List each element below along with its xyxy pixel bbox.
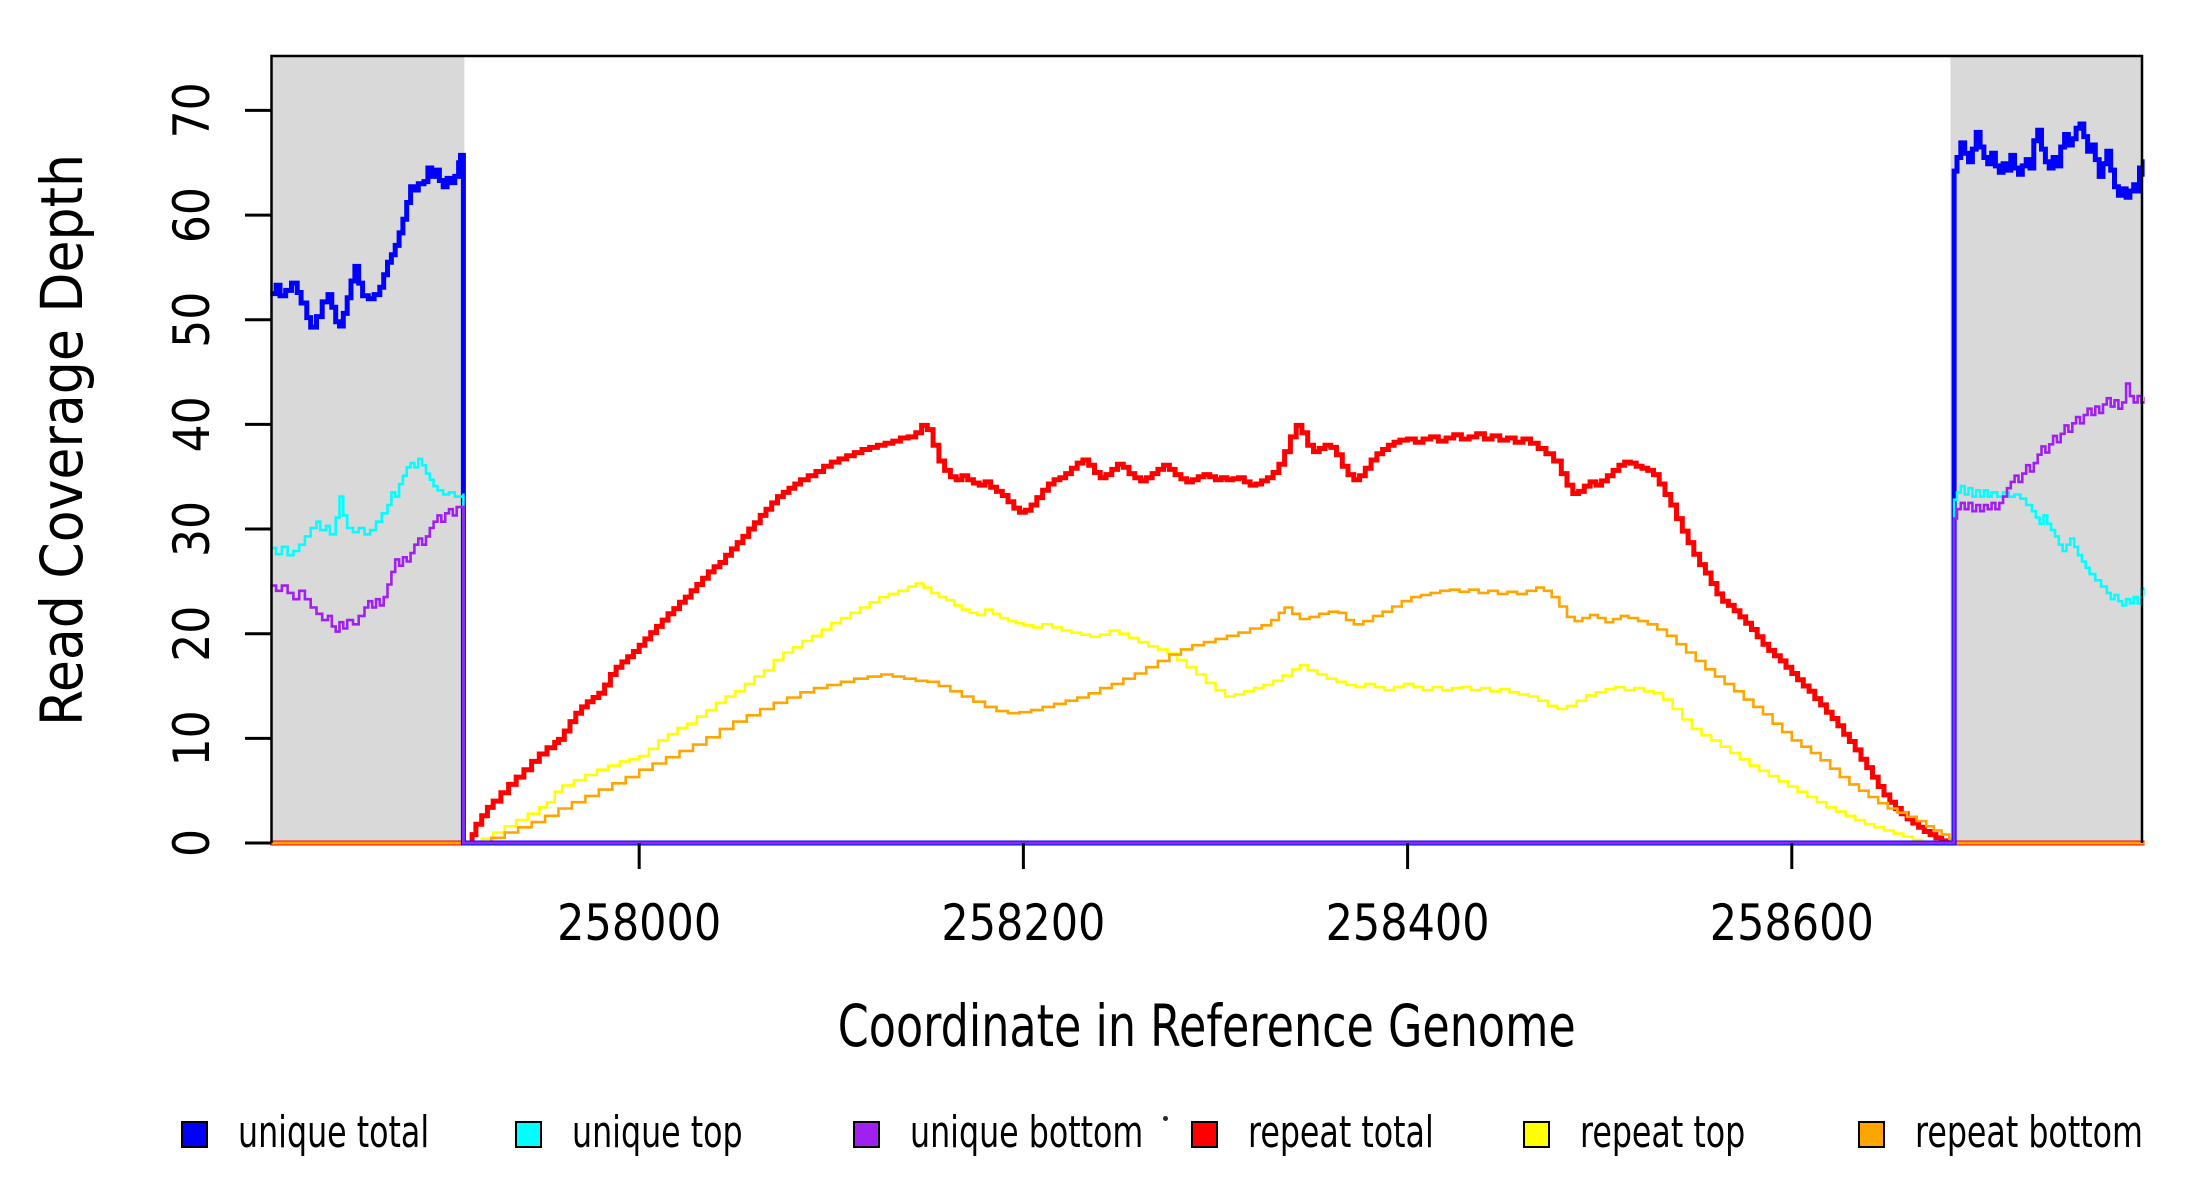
x-tick-label-258600: 258600	[1710, 894, 1874, 952]
y-tick-label-10: 10	[163, 710, 221, 766]
y-tick-label-50: 50	[163, 292, 221, 348]
shaded-region-flank-left	[271, 56, 465, 843]
series-line-repeat-total	[270, 422, 2145, 846]
y-tick-label-0: 0	[163, 829, 221, 857]
series-line-unique-total	[270, 121, 2145, 846]
x-tick-label-258200: 258200	[941, 894, 1105, 952]
y-tick-label-70: 70	[163, 82, 221, 138]
series-line-repeat-bottom	[270, 586, 2145, 845]
x-axis-title: Coordinate in Reference Genome	[838, 992, 1576, 1060]
series-line-unique-top	[270, 457, 2145, 845]
y-tick-label-40: 40	[163, 396, 221, 452]
series-line-repeat-top	[270, 582, 2145, 845]
x-tick-label-258000: 258000	[557, 894, 721, 952]
y-tick-label-20: 20	[163, 606, 221, 662]
y-tick-label-60: 60	[163, 187, 221, 243]
y-tick-label-30: 30	[163, 501, 221, 557]
series-group	[270, 121, 2145, 846]
plot-box	[270, 54, 2144, 843]
x-tick-label-258400: 258400	[1326, 894, 1490, 952]
y-axis-title: Read Coverage Depth	[28, 154, 96, 726]
series-line-unique-bottom	[270, 382, 2145, 845]
